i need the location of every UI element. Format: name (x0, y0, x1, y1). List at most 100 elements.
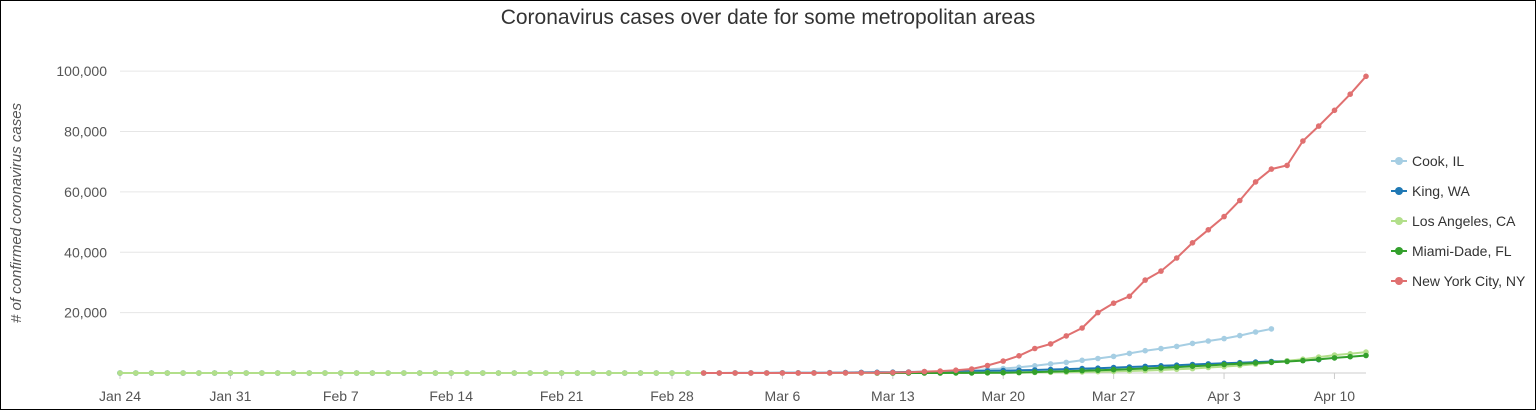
legend-item[interactable]: King, WA (1391, 183, 1470, 199)
data-point (763, 370, 770, 376)
data-point (448, 370, 455, 376)
data-point (1173, 343, 1180, 350)
data-point (1095, 309, 1101, 316)
data-point (353, 370, 360, 376)
data-point (385, 370, 391, 376)
data-point (637, 370, 644, 376)
data-point (653, 370, 660, 376)
y-tick-label: 100,000 (56, 63, 107, 79)
data-point (1237, 332, 1243, 339)
chart-title: Coronavirus cases over date for some met… (501, 6, 1036, 29)
legend-item[interactable]: Cook, IL (1391, 153, 1464, 169)
data-point (1189, 363, 1196, 370)
data-point (527, 370, 533, 376)
data-point (543, 370, 549, 376)
series-los-angeles-ca (117, 349, 1369, 376)
legend-label: Cook, IL (1412, 153, 1464, 169)
data-point (1284, 162, 1290, 169)
x-tick-label: Feb 14 (429, 388, 473, 404)
data-point (511, 370, 518, 376)
data-point (1363, 352, 1369, 359)
data-point (401, 370, 407, 376)
data-point (984, 370, 991, 376)
data-point (1347, 353, 1353, 360)
data-point (117, 370, 123, 376)
data-point (748, 370, 754, 376)
data-point (1173, 255, 1180, 261)
data-point (984, 362, 991, 369)
data-point (1000, 358, 1006, 364)
data-point (369, 370, 376, 376)
data-point (1205, 227, 1212, 233)
data-point (558, 370, 565, 376)
data-point (795, 370, 801, 376)
data-point (338, 370, 344, 376)
data-point (685, 370, 691, 376)
data-point (1237, 361, 1243, 367)
data-point (1268, 359, 1275, 366)
data-point (826, 370, 833, 376)
data-point (322, 370, 328, 376)
data-point (1331, 107, 1338, 114)
legend-item[interactable]: Miami-Dade, FL (1391, 243, 1512, 259)
data-point (1173, 364, 1180, 370)
data-point (1268, 326, 1275, 332)
data-point (890, 369, 896, 376)
data-point (180, 370, 186, 376)
data-point (1221, 213, 1227, 220)
data-point (700, 370, 707, 376)
series-new-york-city-ny (700, 73, 1369, 376)
data-point (1158, 268, 1164, 274)
data-point (1063, 359, 1070, 366)
data-point (1126, 366, 1133, 372)
data-point (1315, 123, 1322, 129)
data-point (1237, 197, 1243, 204)
data-point (1079, 367, 1085, 374)
data-point (968, 370, 975, 376)
data-point (196, 370, 202, 376)
x-tick-label: Apr 10 (1314, 388, 1355, 404)
data-point (259, 370, 265, 376)
data-point (211, 370, 218, 376)
x-tick-label: Apr 3 (1207, 388, 1241, 404)
series-miami-dade-fl (874, 352, 1369, 376)
data-point (1032, 369, 1038, 375)
data-point (1126, 293, 1133, 300)
data-point (1000, 369, 1006, 376)
data-point (1284, 358, 1290, 365)
data-point (1016, 353, 1022, 359)
y-axis-label: # of confirmed coronavirus cases (8, 102, 25, 323)
data-point (1095, 367, 1101, 374)
data-point (842, 370, 849, 376)
data-point (148, 370, 155, 376)
data-point (1189, 240, 1196, 246)
data-point (921, 368, 928, 375)
data-point (968, 366, 975, 372)
x-tick-label: Feb 21 (540, 388, 584, 404)
legend-marker (1395, 217, 1403, 225)
x-tick-label: Jan 31 (209, 388, 251, 404)
data-point (164, 370, 171, 376)
data-point (779, 370, 786, 376)
legend-marker (1395, 157, 1403, 165)
data-point (1142, 347, 1148, 354)
data-point (716, 370, 723, 376)
data-point (1142, 277, 1148, 283)
data-point (1079, 325, 1085, 331)
data-point (243, 370, 249, 376)
data-point (133, 370, 139, 376)
data-point (953, 367, 959, 374)
y-tick-label: 40,000 (64, 244, 107, 260)
legend-item[interactable]: Los Angeles, CA (1391, 213, 1516, 229)
x-tick-label: Mar 13 (871, 388, 915, 404)
x-tick-label: Feb 28 (650, 388, 694, 404)
data-point (1110, 353, 1117, 360)
data-point (1268, 166, 1275, 172)
data-point (1252, 360, 1259, 366)
legend-item[interactable]: New York City, NY (1391, 273, 1526, 289)
data-point (590, 370, 596, 376)
data-point (1158, 345, 1164, 352)
x-tick-label: Feb 7 (323, 388, 359, 404)
data-point (1347, 91, 1353, 97)
